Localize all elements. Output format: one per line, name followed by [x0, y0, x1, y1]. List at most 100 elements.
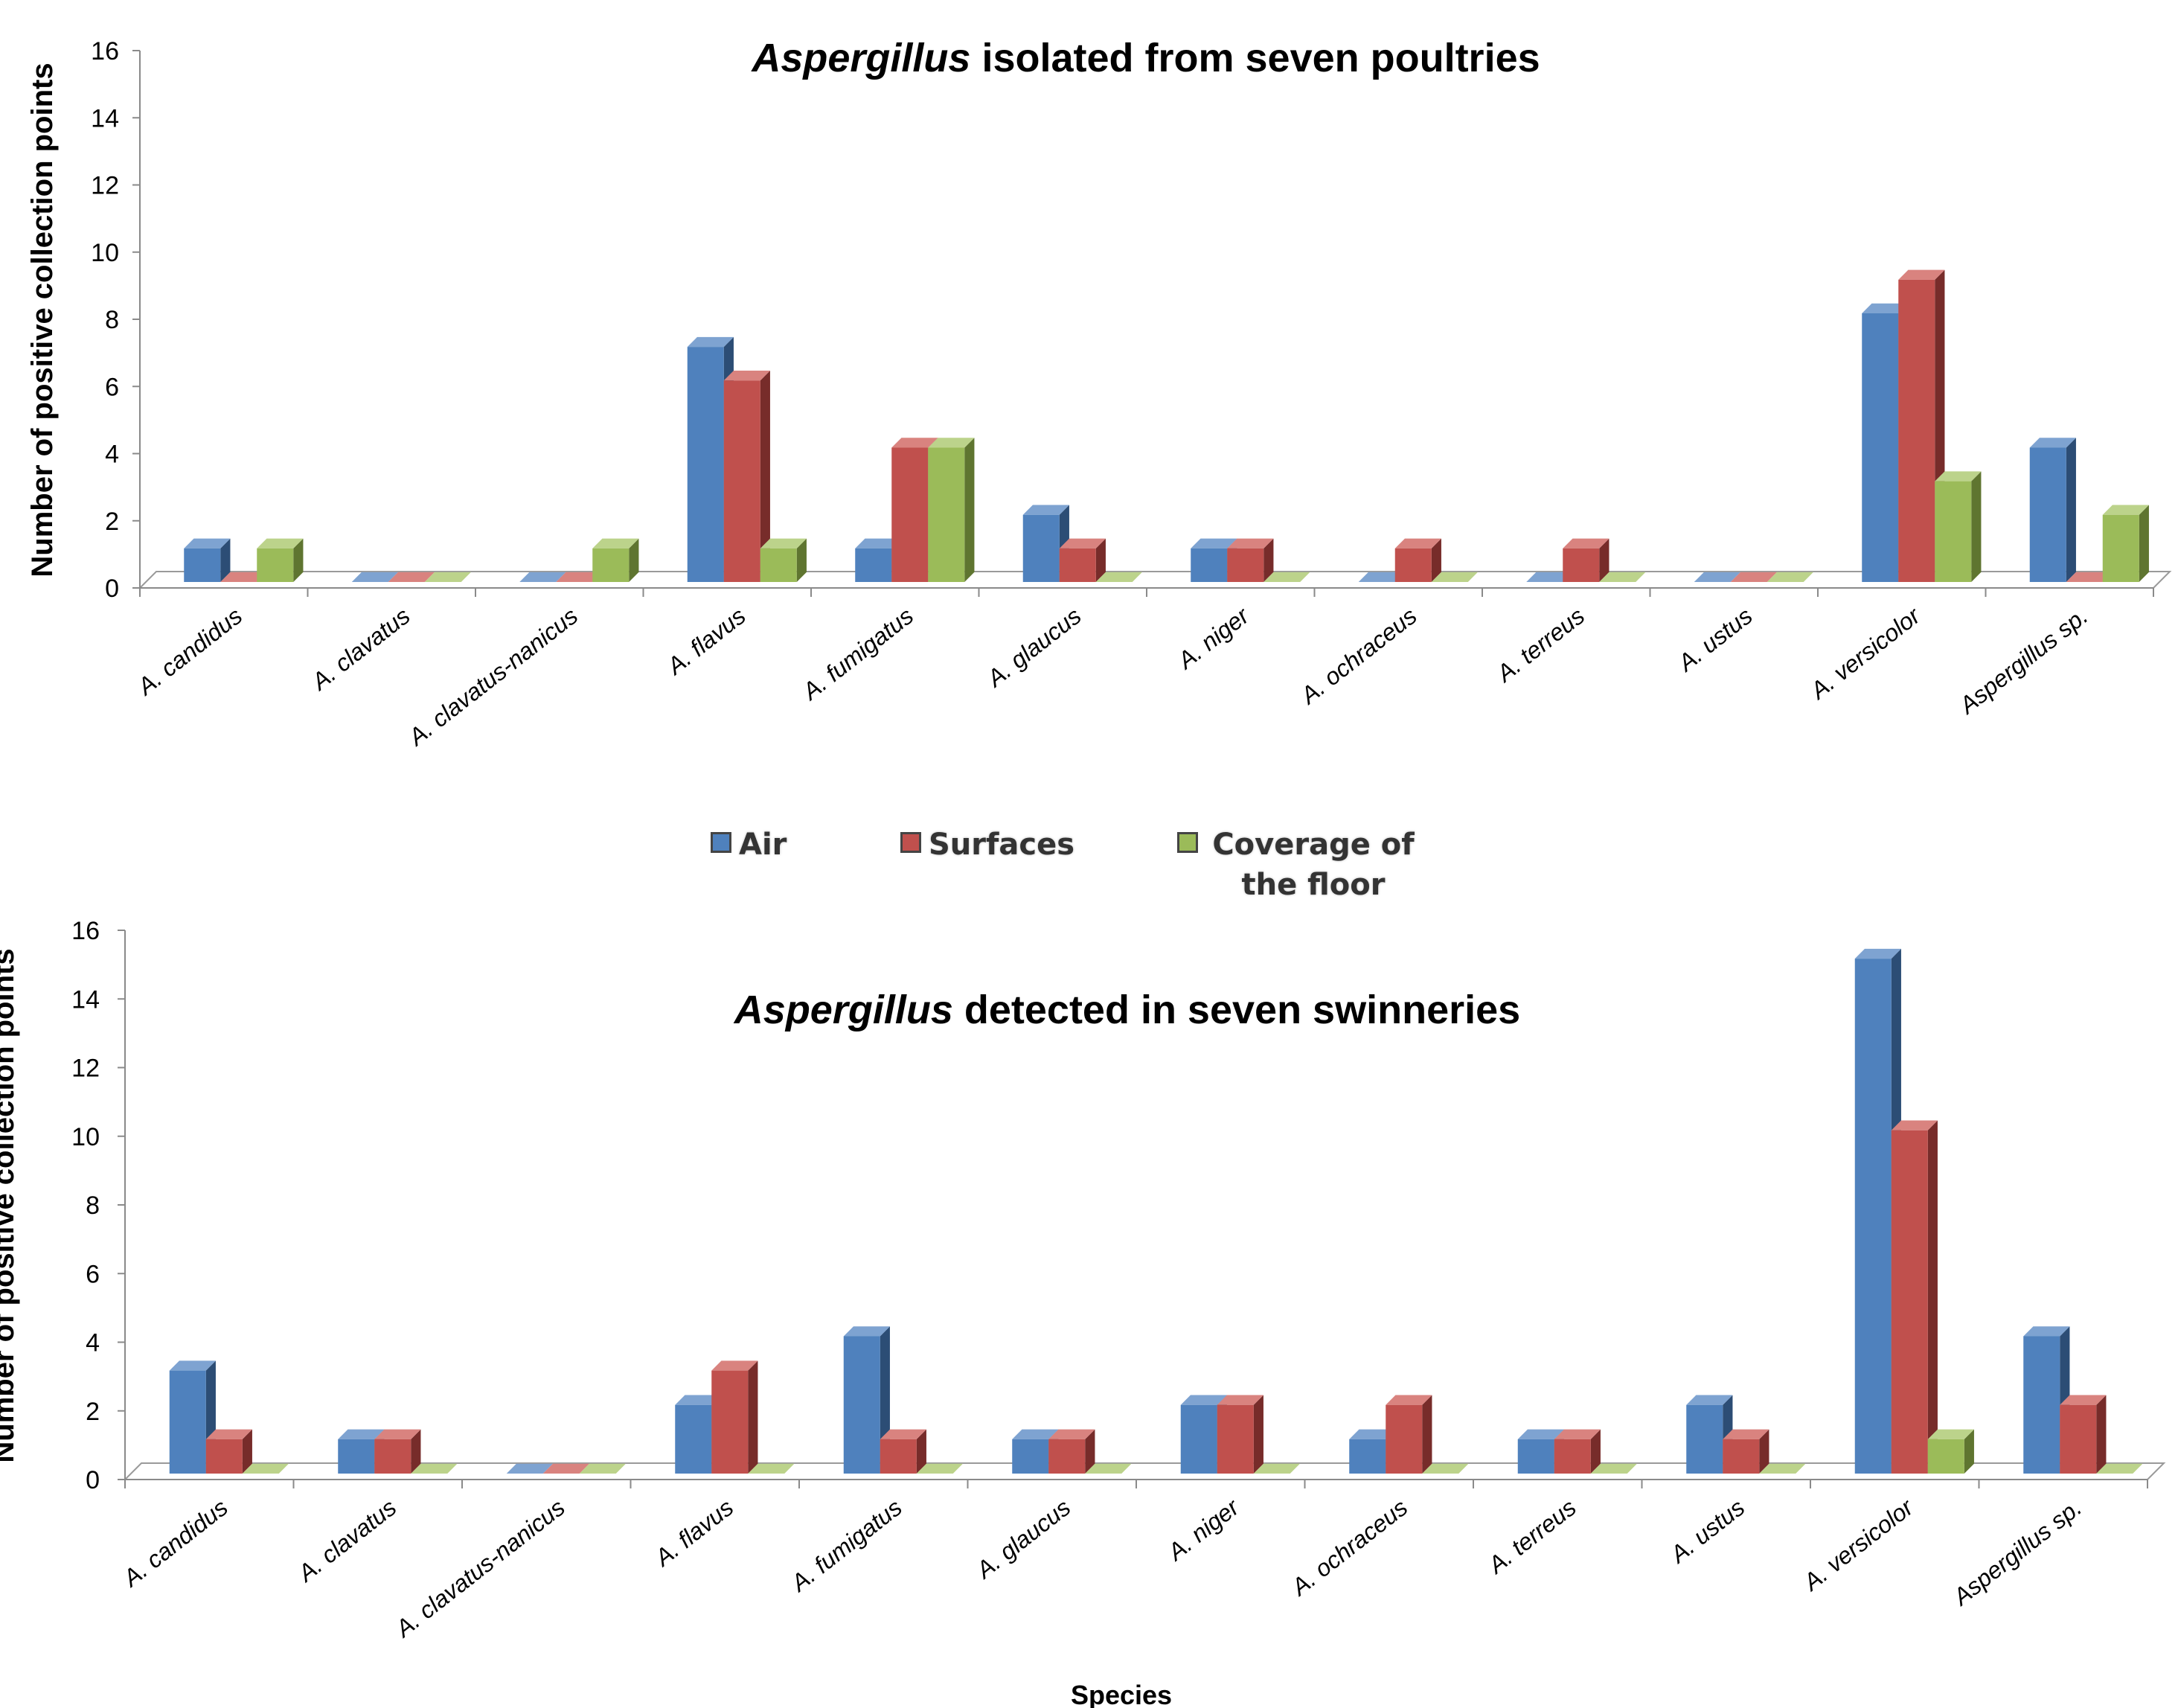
bar-air-a-clavatus-nanicus — [506, 1463, 553, 1474]
chart-title-1: Aspergillus isolated from seven poultrie… — [750, 36, 1540, 80]
bar-coverage-of-the-floor-a-versicolor-side — [1971, 471, 1982, 582]
bar-surfaces-a-ustus — [1723, 1429, 1769, 1474]
bar-coverage-of-the-floor-a-glaucus-top — [1085, 1463, 1132, 1474]
bar-surfaces-a-flavus-front — [711, 1370, 749, 1474]
bar-coverage-of-the-floor-a-clavatus-top — [424, 572, 471, 582]
bar-air-a-clavatus-top — [351, 572, 398, 582]
bar-surfaces-aspergillus-sp — [2066, 572, 2113, 582]
x-tick-label-aspergillus-sp: Aspergillus sp. — [1953, 602, 2093, 720]
x-tick-label-a-fumigatus: A. fumigatus — [796, 602, 918, 706]
bar-surfaces-aspergillus-sp — [2060, 1395, 2107, 1474]
bar-surfaces-a-flavus — [723, 371, 770, 582]
bar-surfaces-a-flavus-top — [711, 1360, 758, 1371]
bar-surfaces-a-terreus — [1563, 538, 1610, 582]
bar-air-a-candidus-top — [169, 1360, 216, 1371]
bar-coverage-of-the-floor-a-terreus — [1599, 572, 1646, 582]
bar-coverage-of-the-floor-a-terreus-top — [1590, 1463, 1637, 1474]
bar-air-a-candidus-side — [220, 538, 231, 582]
bar-air-aspergillus-sp-front — [2029, 447, 2066, 582]
bar-air-a-niger-top — [1180, 1395, 1227, 1405]
y-tick-label: 6 — [86, 1260, 100, 1288]
bar-surfaces-a-glaucus-front — [1059, 548, 1096, 582]
bar-air-a-ustus-front — [1686, 1404, 1723, 1474]
y-tick-label: 4 — [86, 1329, 100, 1357]
bar-air-a-candidus — [169, 1360, 216, 1474]
legend: Air Surfaces Coverage of the floor — [692, 825, 1451, 921]
bar-air-a-versicolor-top — [1854, 948, 1901, 959]
legend-label-air: Air — [739, 828, 787, 862]
bar-surfaces-a-terreus-front — [1563, 548, 1600, 582]
bar-coverage-of-the-floor-a-flavus-top — [748, 1463, 795, 1474]
bar-surfaces-a-clavatus-front — [374, 1439, 411, 1474]
legend-label-coverage: Coverage of the floor — [1212, 828, 1415, 902]
bar-air-a-terreus-top — [1517, 1429, 1564, 1439]
bar-surfaces-a-versicolor-side — [1927, 1120, 1938, 1474]
bar-coverage-of-the-floor-a-candidus-top — [242, 1463, 289, 1474]
bar-air-a-glaucus-front — [1022, 514, 1060, 582]
bar-coverage-of-the-floor-a-terreus-top — [1599, 572, 1646, 582]
bar-air-a-flavus-top — [675, 1395, 722, 1405]
bar-surfaces-a-flavus-side — [760, 371, 770, 582]
legend-item-coverage: Coverage of the floor — [1177, 825, 1421, 905]
bar-air-a-ustus-top — [1694, 572, 1740, 582]
bar-coverage-of-the-floor-aspergillus-sp-top — [2102, 505, 2149, 515]
y-tick-label: 4 — [105, 441, 119, 469]
x-tick-label-a-versicolor: A. versicolor — [1797, 1493, 1919, 1596]
bar-coverage-of-the-floor-a-niger-top — [1263, 572, 1310, 582]
bar-air-a-clavatus-nanicus — [519, 572, 566, 582]
bar-coverage-of-the-floor-a-clavatus-nanicus-side — [629, 538, 639, 582]
bar-surfaces-a-versicolor-top — [1898, 269, 1945, 280]
bar-surfaces-a-ochraceus-top — [1394, 538, 1441, 548]
bar-air-a-clavatus-front — [338, 1439, 375, 1474]
bar-surfaces-a-candidus-top — [220, 572, 267, 582]
bar-surfaces-a-terreus-top — [1554, 1429, 1601, 1439]
legend-swatch-coverage — [1177, 832, 1198, 853]
bar-coverage-of-the-floor-a-versicolor-side — [1964, 1429, 1974, 1474]
bar-coverage-of-the-floor-aspergillus-sp-front — [2102, 514, 2139, 582]
bar-surfaces-a-fumigatus — [880, 1429, 926, 1474]
bar-air-a-glaucus-front — [1012, 1439, 1049, 1474]
bar-surfaces-a-clavatus-top — [374, 1429, 421, 1439]
x-tick-label-a-ustus: A. ustus — [1672, 602, 1758, 677]
bar-coverage-of-the-floor-aspergillus-sp — [2096, 1463, 2143, 1474]
bar-air-a-terreus-front — [1517, 1439, 1554, 1474]
bar-surfaces-a-ochraceus — [1394, 538, 1441, 582]
y-tick-label: 10 — [91, 239, 119, 267]
chart-title-italic: Aspergillus — [750, 36, 970, 80]
chart-title-italic: Aspergillus — [733, 988, 953, 1032]
bar-air-a-niger-front — [1191, 548, 1228, 582]
y-tick-label: 0 — [105, 575, 119, 603]
x-tick-label-a-flavus: A. flavus — [661, 602, 750, 680]
bar-surfaces-a-clavatus-nanicus — [556, 572, 603, 582]
x-tick-label-a-candidus: A. candidus — [117, 1494, 233, 1593]
bar-air-a-versicolor-top — [1862, 303, 1909, 313]
x-tick-label-a-glaucus: A. glaucus — [970, 1494, 1075, 1584]
bar-coverage-of-the-floor-a-clavatus-nanicus-top — [579, 1463, 626, 1474]
bar-air-a-glaucus — [1022, 505, 1069, 582]
bar-surfaces-a-glaucus-top — [1059, 538, 1106, 548]
bar-surfaces-a-niger-front — [1227, 548, 1264, 582]
bar-surfaces-a-clavatus — [388, 572, 435, 582]
y-tick-label: 12 — [71, 1055, 100, 1083]
bar-surfaces-a-clavatus — [374, 1429, 421, 1474]
bar-surfaces-a-ochraceus — [1386, 1395, 1432, 1474]
bar-surfaces-a-ustus-front — [1723, 1439, 1760, 1474]
bar-surfaces-a-ochraceus-side — [1431, 538, 1441, 582]
bar-surfaces-a-fumigatus-top — [891, 438, 938, 448]
x-tick-label-a-fumigatus: A. fumigatus — [785, 1494, 907, 1597]
bar-air-aspergillus-sp-front — [2023, 1336, 2060, 1474]
bar-coverage-of-the-floor-a-ustus-top — [1767, 572, 1813, 582]
y-tick-label: 0 — [86, 1466, 100, 1494]
bar-coverage-of-the-floor-a-niger-top — [1253, 1463, 1300, 1474]
bar-coverage-of-the-floor-aspergillus-sp — [2102, 505, 2149, 582]
bar-surfaces-a-clavatus-nanicus-top — [556, 572, 603, 582]
bar-coverage-of-the-floor-a-fumigatus-top — [916, 1463, 963, 1474]
bar-coverage-of-the-floor-a-candidus-front — [257, 548, 294, 582]
x-tick-label-a-clavatus-nanicus: A. clavatus-nanicus — [389, 1494, 569, 1643]
bar-coverage-of-the-floor-a-ochraceus-top — [1422, 1463, 1469, 1474]
bar-air-a-terreus — [1526, 572, 1573, 582]
bar-air-a-flavus-front — [675, 1404, 712, 1474]
bar-surfaces-a-niger — [1227, 538, 1274, 582]
bar-air-a-glaucus-top — [1022, 505, 1069, 515]
y-tick-label: 10 — [71, 1123, 100, 1151]
